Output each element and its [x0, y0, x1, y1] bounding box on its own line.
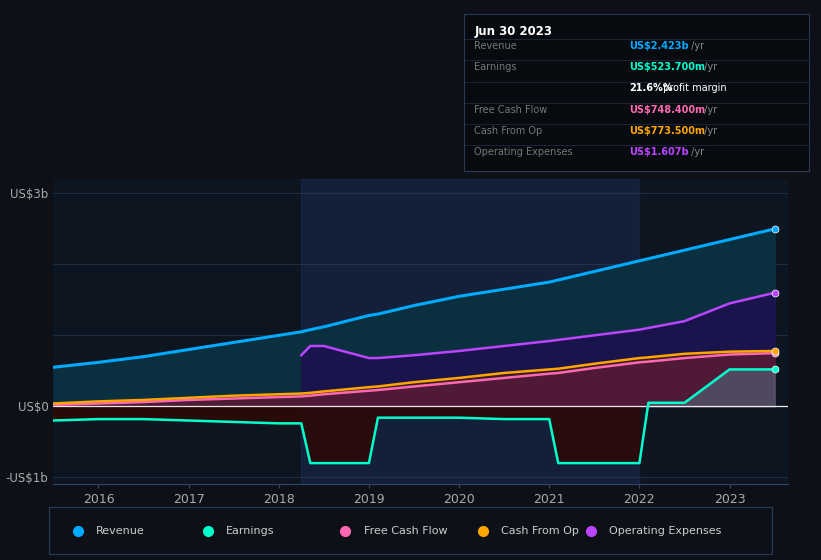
Text: US$748.400m: US$748.400m — [630, 105, 705, 115]
Text: Operating Expenses: Operating Expenses — [475, 147, 573, 157]
Text: profit margin: profit margin — [660, 83, 727, 94]
Text: Earnings: Earnings — [227, 526, 275, 535]
Text: /yr: /yr — [701, 126, 718, 136]
Text: Earnings: Earnings — [475, 62, 516, 72]
Text: Operating Expenses: Operating Expenses — [609, 526, 722, 535]
Text: US$523.700m: US$523.700m — [630, 62, 705, 72]
Text: 21.6%%: 21.6%% — [630, 83, 673, 94]
Text: US$1.607b: US$1.607b — [630, 147, 689, 157]
Text: Cash From Op: Cash From Op — [475, 126, 543, 136]
Text: /yr: /yr — [688, 147, 704, 157]
Text: Free Cash Flow: Free Cash Flow — [364, 526, 447, 535]
Text: /yr: /yr — [688, 41, 704, 51]
Text: /yr: /yr — [701, 62, 718, 72]
Text: Revenue: Revenue — [96, 526, 145, 535]
Text: Cash From Op: Cash From Op — [501, 526, 579, 535]
Text: Revenue: Revenue — [475, 41, 517, 51]
Text: US$773.500m: US$773.500m — [630, 126, 705, 136]
Bar — [301, 179, 640, 484]
Text: /yr: /yr — [701, 105, 718, 115]
Text: Free Cash Flow: Free Cash Flow — [475, 105, 548, 115]
Text: Jun 30 2023: Jun 30 2023 — [475, 25, 553, 38]
Text: US$2.423b: US$2.423b — [630, 41, 689, 51]
